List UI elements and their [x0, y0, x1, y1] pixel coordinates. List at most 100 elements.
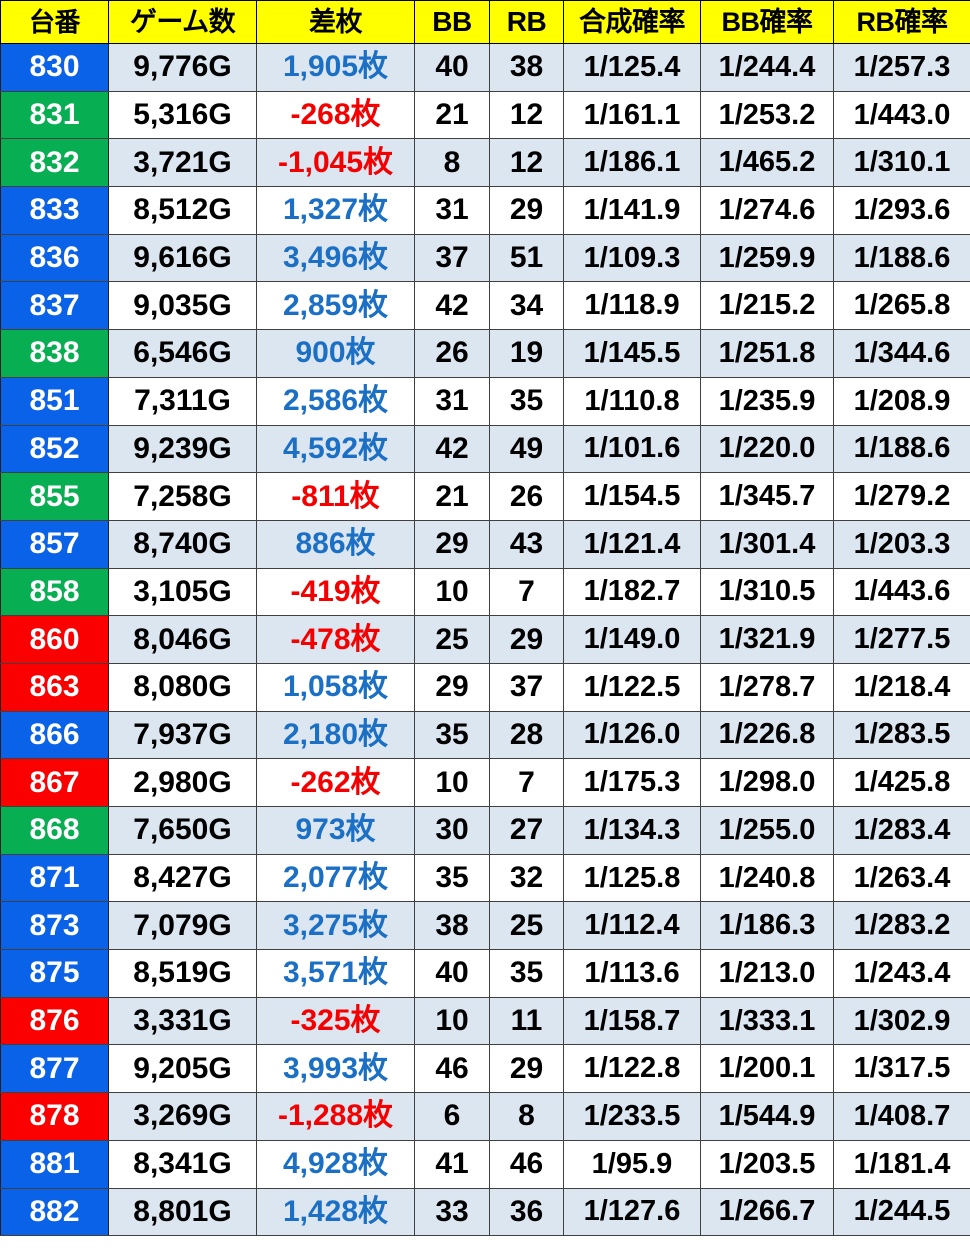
table-row[interactable]: 837 9,035G 2,859枚 42 34 1/118.9 1/215.2 1/265.8 — [0, 281, 970, 331]
table-row[interactable]: 836 9,616G 3,496枚 37 51 1/109.3 1/259.9 1/188.6 — [0, 233, 970, 283]
table-row[interactable]: 878 3,269G -1,288枚 6 8 1/233.5 1/544.9 1/408.7 — [0, 1092, 970, 1141]
column-header-combined-rate[interactable]: 合成確率 — [563, 0, 701, 44]
cell-machine-number[interactable]: 851 — [0, 376, 109, 426]
column-header-bb-rate[interactable]: BB確率 — [700, 0, 834, 44]
machine-number-badge[interactable]: 871 — [1, 854, 108, 902]
cell-machine-number[interactable]: 832 — [0, 138, 109, 188]
machine-number-badge[interactable]: 855 — [1, 473, 108, 520]
table-row[interactable]: 881 8,341G 4,928枚 41 46 1/95.9 1/203.5 1/181.4 — [0, 1139, 970, 1189]
table-row[interactable]: 838 6,546G 900枚 26 19 1/145.5 1/251.8 1/344.6 — [0, 329, 970, 378]
machine-number-badge[interactable]: 878 — [1, 1093, 108, 1140]
cell-machine-number[interactable]: 857 — [0, 519, 109, 569]
cell-machine-number[interactable]: 833 — [0, 186, 109, 235]
machine-number-badge[interactable]: 851 — [1, 377, 108, 425]
cell-bb-count: 21 — [414, 472, 490, 521]
machine-number-badge[interactable]: 857 — [1, 520, 108, 568]
cell-machine-number[interactable]: 877 — [0, 1044, 109, 1094]
machine-number-badge[interactable]: 877 — [1, 1045, 108, 1093]
cell-machine-number[interactable]: 855 — [0, 472, 109, 521]
column-header-game-count[interactable]: ゲーム数 — [108, 0, 257, 44]
machine-number-badge[interactable]: 838 — [1, 330, 108, 377]
machine-number-badge[interactable]: 830 — [1, 44, 108, 91]
table-row[interactable]: 876 3,331G -325枚 10 11 1/158.7 1/333.1 1/302.9 — [0, 996, 970, 1046]
cell-machine-number[interactable]: 858 — [0, 567, 109, 617]
table-row[interactable]: 873 7,079G 3,275枚 38 25 1/112.4 1/186.3 1/283.2 — [0, 901, 970, 951]
cell-bb-count: 35 — [414, 853, 490, 903]
table-row[interactable]: 851 7,311G 2,586枚 31 35 1/110.8 1/235.9 1/208.9 — [0, 376, 970, 426]
table-row[interactable]: 875 8,519G 3,571枚 40 35 1/113.6 1/213.0 1/243.4 — [0, 949, 970, 998]
cell-machine-number[interactable]: 830 — [0, 43, 109, 92]
cell-medal-diff: 886枚 — [256, 519, 415, 569]
table-row[interactable]: 860 8,046G -478枚 25 29 1/149.0 1/321.9 1/277.5 — [0, 615, 970, 664]
machine-number-badge[interactable]: 866 — [1, 711, 108, 759]
machine-number-badge[interactable]: 852 — [1, 425, 108, 473]
cell-machine-number[interactable]: 852 — [0, 424, 109, 474]
machine-number-badge[interactable]: 836 — [1, 234, 108, 282]
cell-machine-number[interactable]: 860 — [0, 615, 109, 664]
machine-number-badge[interactable]: 837 — [1, 282, 108, 330]
table-row[interactable]: 830 9,776G 1,905枚 40 38 1/125.4 1/244.4 1/257.3 — [0, 43, 970, 92]
machine-number-badge[interactable]: 875 — [1, 950, 108, 997]
column-header-medal-diff[interactable]: 差枚 — [256, 0, 415, 44]
cell-machine-number[interactable]: 836 — [0, 233, 109, 283]
machine-number-badge[interactable]: 831 — [1, 91, 108, 139]
cell-bb-rate: 1/213.0 — [700, 949, 834, 998]
cell-machine-number[interactable]: 873 — [0, 901, 109, 951]
table-row[interactable]: 831 5,316G -268枚 21 12 1/161.1 1/253.2 1/443.0 — [0, 90, 970, 140]
table-row[interactable]: 877 9,205G 3,993枚 46 29 1/122.8 1/200.1 1/317.5 — [0, 1044, 970, 1094]
cell-machine-number[interactable]: 882 — [0, 1187, 109, 1237]
cell-machine-number[interactable]: 878 — [0, 1092, 109, 1141]
table-row[interactable]: 855 7,258G -811枚 21 26 1/154.5 1/345.7 1/279.2 — [0, 472, 970, 521]
cell-game-count: 7,311G — [108, 376, 257, 426]
cell-machine-number[interactable]: 837 — [0, 281, 109, 331]
machine-number-badge[interactable]: 863 — [1, 663, 108, 711]
table-row[interactable]: 882 8,801G 1,428枚 33 36 1/127.6 1/266.7 1/244.5 — [0, 1187, 970, 1237]
machine-number-badge[interactable]: 873 — [1, 902, 108, 950]
machine-number-badge[interactable]: 858 — [1, 568, 108, 616]
machine-number-badge[interactable]: 833 — [1, 187, 108, 234]
cell-bb-rate: 1/298.0 — [700, 758, 834, 807]
cell-machine-number[interactable]: 838 — [0, 329, 109, 378]
cell-machine-number[interactable]: 876 — [0, 996, 109, 1046]
table-row[interactable]: 832 3,721G -1,045枚 8 12 1/186.1 1/465.2 1/310.1 — [0, 138, 970, 188]
machine-number-badge[interactable]: 881 — [1, 1140, 108, 1188]
cell-machine-number[interactable]: 871 — [0, 853, 109, 903]
cell-bb-rate: 1/220.0 — [700, 424, 834, 474]
machine-number-badge[interactable]: 832 — [1, 139, 108, 187]
table-row[interactable]: 867 2,980G -262枚 10 7 1/175.3 1/298.0 1/425.8 — [0, 758, 970, 807]
cell-bb-rate: 1/465.2 — [700, 138, 834, 188]
cell-machine-number[interactable]: 866 — [0, 710, 109, 760]
column-header-bb[interactable]: BB — [414, 0, 490, 44]
table-row[interactable]: 868 7,650G 973枚 30 27 1/134.3 1/255.0 1/283.4 — [0, 806, 970, 855]
machine-number-badge[interactable]: 868 — [1, 807, 108, 854]
cell-machine-number[interactable]: 875 — [0, 949, 109, 998]
cell-machine-number[interactable]: 831 — [0, 90, 109, 140]
machine-number-badge[interactable]: 876 — [1, 997, 108, 1045]
cell-machine-number[interactable]: 863 — [0, 662, 109, 712]
table-row[interactable]: 863 8,080G 1,058枚 29 37 1/122.5 1/278.7 1/218.4 — [0, 662, 970, 712]
cell-combined-rate: 1/233.5 — [563, 1092, 701, 1141]
machine-number-badge[interactable]: 860 — [1, 616, 108, 663]
machine-number-badge[interactable]: 867 — [1, 759, 108, 806]
table-row[interactable]: 858 3,105G -419枚 10 7 1/182.7 1/310.5 1/443.6 — [0, 567, 970, 617]
column-header-rb[interactable]: RB — [489, 0, 564, 44]
cell-game-count: 9,239G — [108, 424, 257, 474]
table-row[interactable]: 866 7,937G 2,180枚 35 28 1/126.0 1/226.8 1/283.5 — [0, 710, 970, 760]
column-header-machine-number[interactable]: 台番 — [0, 0, 109, 44]
machine-number-badge[interactable]: 882 — [1, 1188, 108, 1236]
column-header-rb-rate[interactable]: RB確率 — [833, 0, 970, 44]
cell-rb-rate: 1/344.6 — [833, 329, 970, 378]
cell-bb-rate: 1/544.9 — [700, 1092, 834, 1141]
cell-machine-number[interactable]: 881 — [0, 1139, 109, 1189]
cell-machine-number[interactable]: 867 — [0, 758, 109, 807]
cell-rb-rate: 1/243.4 — [833, 949, 970, 998]
cell-bb-rate: 1/251.8 — [700, 329, 834, 378]
cell-combined-rate: 1/112.4 — [563, 901, 701, 951]
table-header: 台番 ゲーム数 差枚 BB RB 合成確率 BB確率 RB確率 — [0, 0, 970, 44]
table-row[interactable]: 852 9,239G 4,592枚 42 49 1/101.6 1/220.0 1/188.6 — [0, 424, 970, 474]
table-row[interactable]: 857 8,740G 886枚 29 43 1/121.4 1/301.4 1/203.3 — [0, 519, 970, 569]
table-row[interactable]: 871 8,427G 2,077枚 35 32 1/125.8 1/240.8 1/263.4 — [0, 853, 970, 903]
cell-rb-count: 19 — [489, 329, 564, 378]
table-row[interactable]: 833 8,512G 1,327枚 31 29 1/141.9 1/274.6 1/293.6 — [0, 186, 970, 235]
cell-machine-number[interactable]: 868 — [0, 806, 109, 855]
